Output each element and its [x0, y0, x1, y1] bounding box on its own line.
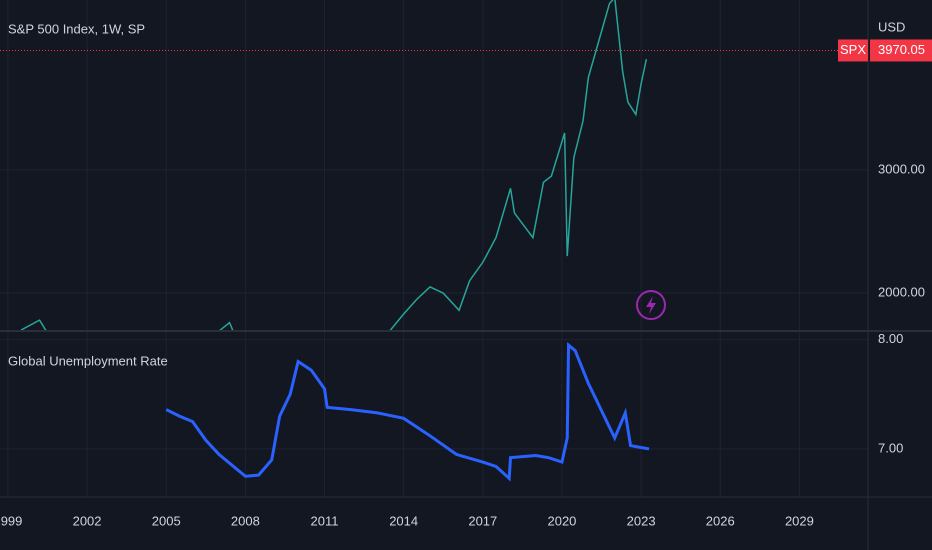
chart-title: S&P 500 Index, 1W, SP [8, 21, 145, 36]
x-tick-label: 1999 [0, 513, 22, 528]
lightning [646, 296, 656, 314]
price-box [870, 39, 932, 62]
price-label: 3970.05 [878, 42, 925, 57]
series-line [165, 341, 650, 482]
grid [0, 0, 868, 497]
y-tick-label: 3000.00 [878, 161, 925, 176]
x-tick-label: 2029 [785, 513, 814, 528]
x-tick-label: 2026 [706, 513, 735, 528]
currency: USD [878, 19, 905, 34]
x-tick-label: 2020 [547, 513, 576, 528]
x-tick-label: 2014 [389, 513, 418, 528]
indicator-title: Global Unemployment Rate [8, 353, 168, 368]
symbol-label: SPX [840, 42, 866, 57]
x-tick-label: 2023 [627, 513, 656, 528]
x-tick-label: 2002 [73, 513, 102, 528]
series-line [20, 0, 648, 330]
symbol-box [838, 39, 868, 62]
x-tick-label: 2005 [152, 513, 181, 528]
event-icon[interactable] [636, 290, 666, 320]
y-tick-label: 8.00 [878, 331, 903, 346]
y-tick-label: 7.00 [878, 440, 903, 455]
x-tick-label: 2008 [231, 513, 260, 528]
x-tick-label: 2011 [311, 513, 339, 528]
y-tick-label: 2000.00 [878, 284, 925, 299]
x-tick-label: 2017 [468, 513, 497, 528]
